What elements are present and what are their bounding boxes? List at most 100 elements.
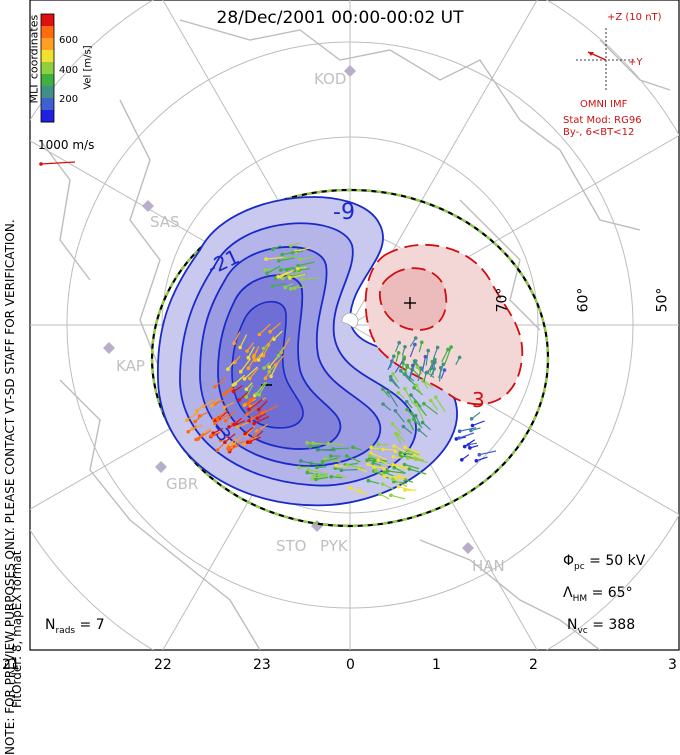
stat-nvc-symbol: N [567,617,577,633]
vector-origin [381,402,385,406]
vector-origin [226,367,230,371]
vector-origin [329,454,333,458]
station-sto: STO [276,537,307,555]
vector-origin [243,403,247,407]
vector-origin [381,448,385,452]
mlt-label-3: 3 [668,657,677,673]
vector-origin [471,424,475,428]
vector-origin [398,451,402,455]
vector-origin [417,428,421,432]
stat-phi-sub: pc [574,562,585,572]
vector-origin [366,463,370,467]
vector-origin [195,409,199,413]
vector-origin [381,388,385,392]
vector-origin [198,414,202,418]
vector-origin [433,360,437,364]
vector-origin [403,463,407,467]
vector-origin [216,448,220,452]
vector-origin [389,378,393,382]
vector-origin [237,398,241,402]
vector-origin [210,404,214,408]
vector-origin [323,457,327,461]
vector-origin [424,371,428,375]
vector-origin [415,403,419,407]
vector-origin [213,385,217,389]
vector-origin [247,402,251,406]
mlt-label-23: 23 [253,657,271,673]
vector-origin [185,418,189,422]
stat-nvc-sub: vc [577,626,587,636]
vector-origin [232,423,236,427]
vector-origin [414,359,418,363]
vector-origin [376,458,380,462]
station-gbr: GBR [166,475,198,493]
vector-origin [269,375,273,379]
velocity-vector [342,470,359,471]
vector-origin [265,272,269,276]
vector-origin [279,268,283,272]
vector-origin [256,417,260,421]
vector-origin [376,442,380,446]
vector-origin [321,460,325,464]
vector-origin [280,253,284,257]
vector-origin [402,425,406,429]
contour-label-minus9: -9 [333,200,355,225]
vector-origin [223,406,227,410]
station-han: HAN [472,557,505,575]
velocity-vector [383,449,396,450]
vector-origin [227,446,231,450]
vector-origin [243,432,247,436]
vector-origin [387,390,391,394]
vector-origin [305,441,309,445]
vector-origin [297,466,301,470]
vector-origin [267,365,271,369]
mlt-label-2: 2 [529,657,538,673]
colorbar-segment [41,86,54,99]
vector-origin [262,366,266,370]
station-kod: KOD [314,70,346,88]
vector-origin [394,432,398,436]
vector-origin [306,471,310,475]
vector-origin [258,333,262,337]
vector-origin [257,358,261,362]
vector-origin [281,277,285,281]
latitude-label-50: 50° [654,288,670,313]
vector-origin [274,363,278,367]
vector-origin [382,474,386,478]
mlt-label-22: 22 [154,657,172,673]
vector-origin [222,393,226,397]
velocity-vector [333,448,349,449]
vector-origin [429,399,433,403]
vector-origin [411,364,415,368]
scale-label: 1000 m/s [38,138,94,152]
vector-origin [312,474,316,478]
vector-origin [289,244,293,248]
vector-origin [298,257,302,261]
vector-origin [469,429,473,433]
vector-origin [460,458,464,462]
vector-origin [414,458,418,462]
colorbar-unit: Vel [m/s] [83,38,94,98]
vector-origin [397,351,401,355]
vector-origin [252,355,256,359]
vector-origin [457,436,461,440]
stat-phi-pc: Φpc = 50 kV [563,553,645,572]
vector-origin [283,286,287,290]
vector-origin [242,443,246,447]
vector-origin [421,421,425,425]
colorbar-tick-400: 400 [59,65,78,76]
vector-origin [317,474,321,478]
vector-origin [403,488,407,492]
vector-origin [381,482,385,486]
vector-origin [367,479,371,483]
imf-model-conditions: By-, 6<BT<12 [563,127,634,138]
vector-origin [391,422,395,426]
vector-origin [391,478,395,482]
vector-origin [236,425,240,429]
vector-origin [296,267,300,271]
colorbar-tick-200: 200 [59,94,78,105]
vector-origin [244,395,248,399]
vector-origin [392,354,396,358]
vector-origin [247,356,251,360]
vector-origin [403,478,407,482]
